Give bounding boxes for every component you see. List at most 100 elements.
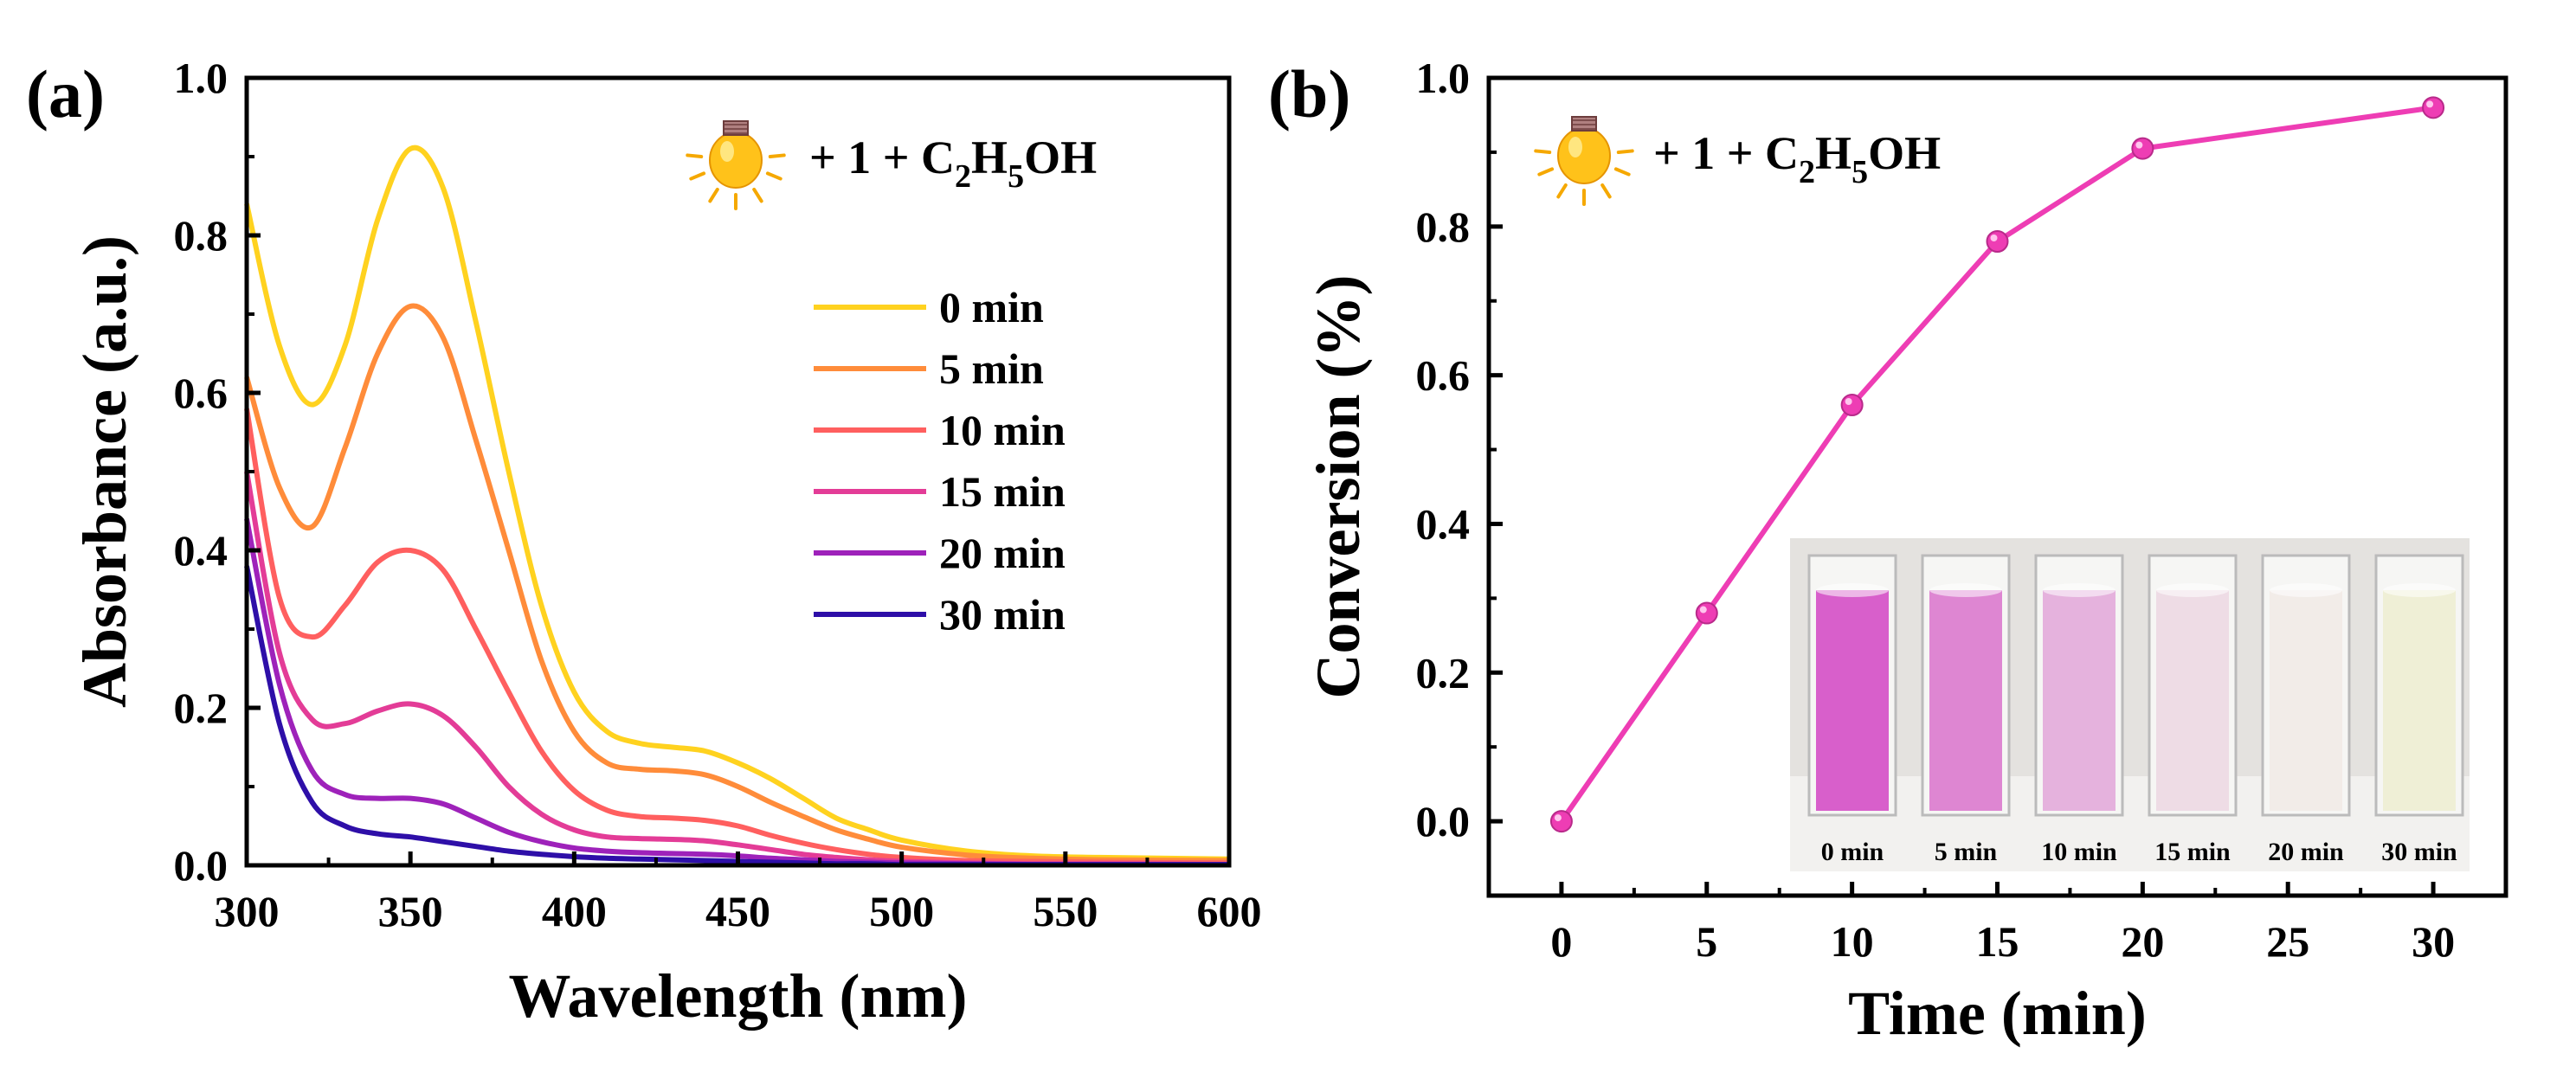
panel-a-curves: [244, 145, 1230, 868]
y-tick-label: 0.6: [174, 369, 229, 417]
panel-b-ticks: 0 5 10 15 20 25 300.00.20.40.60.81.0: [1416, 54, 2456, 966]
x-tick-label: 25: [2266, 917, 2309, 966]
cuvette-photo-inset: 0 min 5 min 10 min 15 min 20 min 30 min: [1790, 538, 2470, 871]
panel-a-legend: 0 min 5 min 10 min 15 min 20 min 30 min: [814, 283, 1066, 639]
y-tick-label: 1.0: [1416, 54, 1471, 102]
annotation-subscript-2: 2: [1799, 154, 1815, 190]
x-tick-label: 300: [215, 887, 280, 935]
panel-a-plot: 300 350 400 450 500 550 600 0.0 0.2 0.4 0.6 0.8 1.0: [174, 54, 1262, 935]
panel-b-annotation: + 1 + C2H5OH: [1653, 127, 1941, 190]
x-tick-label: 450: [705, 887, 770, 935]
spectrum-curve-20-min: [244, 518, 1229, 868]
y-tick-label: 0.0: [1416, 797, 1471, 845]
x-tick-label: 550: [1033, 887, 1098, 935]
bulb-ray: [768, 153, 786, 159]
bulb-ray: [765, 171, 782, 181]
panel-a-x-axis-label: Wavelength (nm): [509, 961, 968, 1031]
conversion-point-highlight: [1554, 814, 1562, 822]
annotation-h: H: [1815, 127, 1852, 179]
conversion-point-highlight: [2426, 100, 2434, 108]
cuvette-meniscus: [2156, 583, 2229, 597]
panel-b-x-axis-label: Time (min): [1848, 979, 2147, 1048]
spectrum-curve-15-min: [244, 471, 1230, 868]
x-tick-label: 15: [1976, 917, 2019, 966]
x-tick-label: 500: [869, 887, 934, 935]
annotation-subscript-5: 5: [1852, 154, 1868, 190]
spectrum-curve-5-min: [244, 303, 1230, 864]
inset-label: 20 min: [2268, 838, 2344, 866]
conversion-point: [1695, 601, 1718, 625]
cuvette-meniscus: [2043, 583, 2116, 597]
inset-label: 30 min: [2381, 838, 2457, 866]
inset-label: 15 min: [2154, 838, 2231, 866]
bulb-ray: [708, 187, 719, 203]
panel-a-ticks: 300 350 400 450 500 550 600 0.0 0.2 0.4 0.6 0.8 1.0: [174, 54, 1262, 935]
x-tick-label: 30: [2412, 917, 2455, 966]
annotation-subscript-2: 2: [955, 158, 971, 195]
cuvette-liquid: [2043, 590, 2116, 811]
cuvette-liquid: [1816, 590, 1889, 811]
bulb-ray: [689, 171, 706, 181]
cuvette-meniscus: [2270, 583, 2342, 597]
panel-b: (b) 0 min 5 min 10 min 15 min 20 min 30 min 0…: [1268, 54, 2508, 1048]
annotation-h: H: [971, 132, 1008, 183]
y-tick-label: 0.6: [1416, 351, 1471, 400]
light-bulb-icon: [1534, 116, 1634, 206]
y-tick-label: 0.8: [174, 211, 229, 260]
cuvette-meniscus: [2383, 583, 2456, 597]
y-tick-label: 0.2: [174, 684, 229, 732]
cuvette-meniscus: [1816, 583, 1889, 597]
bulb-ray: [1600, 183, 1612, 199]
conversion-point-highlight: [1990, 235, 1998, 241]
bulb-ray: [1616, 149, 1634, 155]
x-tick-label: 20: [2121, 917, 2164, 966]
cuvette-liquid: [2270, 590, 2342, 811]
y-tick-label: 0.8: [1416, 202, 1471, 251]
panel-b-curve: [1549, 96, 2445, 833]
cuvette-meniscus: [1929, 583, 2002, 597]
inset-label: 0 min: [1821, 838, 1884, 866]
conversion-point: [1549, 810, 1573, 833]
bulb-glass: [709, 132, 763, 189]
legend-label: 5 min: [939, 344, 1044, 393]
bulb-highlight: [720, 141, 734, 162]
panel-b-y-axis-label: Conversion (%): [1304, 275, 1373, 699]
light-bulb-icon: [686, 120, 786, 210]
annotation-suffix: OH: [1868, 127, 1941, 179]
spectrum-curve-10-min: [244, 408, 1230, 866]
legend-label: 0 min: [939, 283, 1044, 331]
panel-b-plot: 0 min 5 min 10 min 15 min 20 min 30 min 0 5 10 1…: [1416, 54, 2508, 966]
conversion-point: [1986, 230, 2009, 253]
legend-label: 10 min: [939, 406, 1066, 454]
conversion-point: [2422, 96, 2445, 119]
conversion-point-highlight: [1845, 398, 1852, 405]
legend-label: 30 min: [939, 590, 1066, 639]
conversion-point: [1840, 394, 1864, 416]
y-tick-label: 0.2: [1416, 648, 1471, 697]
legend-label: 15 min: [939, 467, 1066, 516]
cuvette-liquid: [1929, 590, 2002, 811]
annotation-prefix: + 1 + C: [1653, 127, 1799, 179]
cuvette-liquid: [2383, 590, 2456, 811]
inset-label: 10 min: [2041, 838, 2117, 866]
conversion-line: [1559, 105, 2434, 823]
conversion-point: [2131, 137, 2154, 160]
y-tick-label: 0.0: [174, 841, 229, 890]
y-tick-label: 0.4: [174, 526, 229, 575]
panel-a: (a) 300 350 400 450 500 550 600 0.0 0.2 0.4 0.6 0.8…: [26, 54, 1262, 1031]
x-tick-label: 0: [1550, 917, 1572, 966]
conversion-point-highlight: [2135, 141, 2143, 149]
bulb-ray: [1534, 149, 1552, 155]
conversion-point-highlight: [1699, 606, 1707, 614]
panel-a-annotation: + 1 + C2H5OH: [809, 132, 1097, 195]
x-tick-label: 400: [542, 887, 607, 935]
bulb-ray: [752, 187, 763, 203]
x-tick-label: 600: [1197, 887, 1262, 935]
cuvette-liquid: [2156, 590, 2229, 811]
bulb-ray: [686, 153, 704, 159]
x-tick-label: 350: [378, 887, 443, 935]
y-tick-label: 1.0: [174, 54, 229, 102]
panel-b-label: (b): [1268, 56, 1350, 132]
panel-a-label: (a): [26, 56, 105, 132]
